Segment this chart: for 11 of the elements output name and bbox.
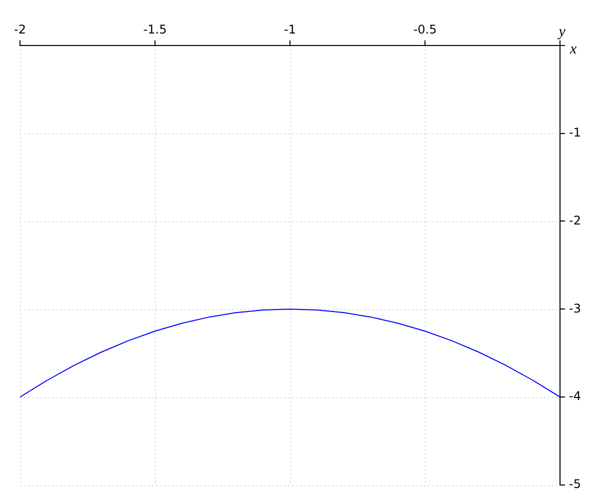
y-axis-title: y xyxy=(556,24,566,40)
y-tick-label: -4 xyxy=(569,389,582,404)
x-tick-label: -0.5 xyxy=(413,22,437,36)
y-tick-label: -1 xyxy=(569,125,582,140)
x-tick-label: -2 xyxy=(14,22,26,36)
y-tick-label: -2 xyxy=(569,213,582,228)
x-tick-label: -1 xyxy=(284,22,296,36)
y-tick-label: -3 xyxy=(569,301,582,316)
x-tick-label: -1.5 xyxy=(143,22,167,36)
x-axis-title: x xyxy=(569,41,578,58)
y-tick-label: -5 xyxy=(569,477,582,492)
